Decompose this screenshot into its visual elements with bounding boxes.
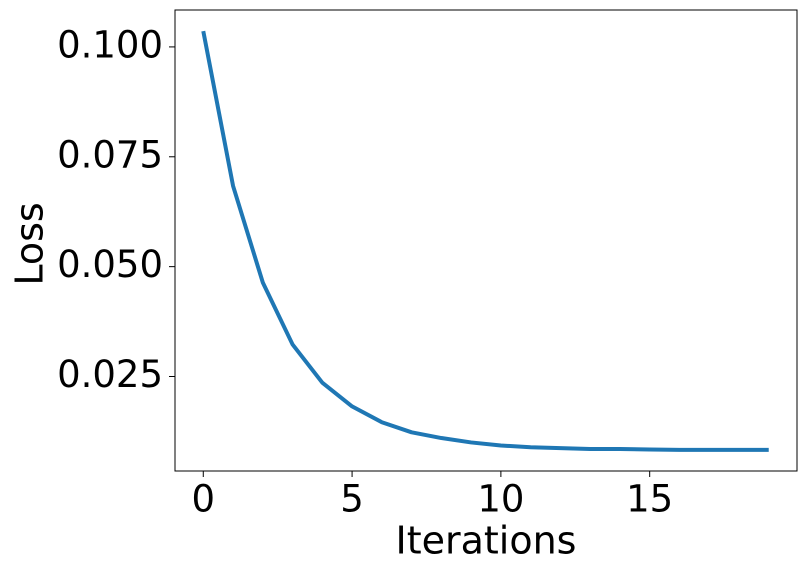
y-tick-label: 0.075 (57, 133, 163, 176)
x-tick-label: 15 (626, 478, 673, 521)
y-tick-label: 0.050 (57, 243, 163, 286)
plot-frame (174, 9, 798, 472)
line-series (201, 30, 769, 452)
y-axis-label: Loss (8, 202, 52, 285)
x-tick-label: 0 (191, 478, 215, 521)
y-tick-label: 0.025 (57, 353, 163, 396)
x-tick-label: 5 (340, 478, 364, 521)
x-tick-label: 10 (477, 478, 524, 521)
y-tick-label: 0.100 (57, 23, 163, 66)
x-axis-label: Iterations (396, 519, 577, 563)
